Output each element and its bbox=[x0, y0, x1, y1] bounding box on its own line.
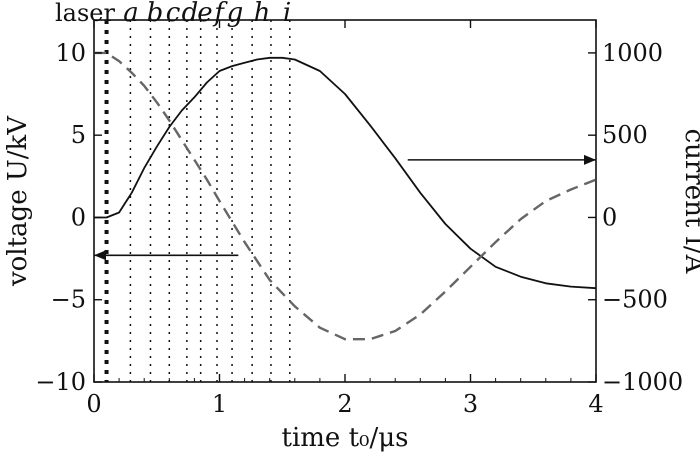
y-right-tick-label: 500 bbox=[602, 121, 648, 149]
data-series bbox=[94, 51, 597, 341]
marker-letter-e: e bbox=[197, 0, 212, 28]
axis-ticks: 0 1 2 3 4 −10 −5 0 5 10 −1000 −500 0 500 1000 bbox=[35, 20, 683, 418]
laser-label: laser bbox=[55, 0, 116, 27]
y-right-tick-label: −500 bbox=[602, 286, 668, 314]
x-axis-label: time t₀/μs bbox=[282, 423, 409, 452]
y-right-tick-label: 1000 bbox=[602, 39, 663, 67]
marker-letter-i: i bbox=[283, 0, 291, 28]
x-tick-label: 0 bbox=[86, 390, 101, 418]
arrow-head bbox=[94, 250, 106, 261]
y-axis-right-label: current I/A bbox=[679, 129, 700, 275]
y-left-tick-label: 5 bbox=[71, 121, 86, 149]
marker-letter-d: d bbox=[182, 0, 199, 28]
marker-letter-g: g bbox=[227, 0, 244, 28]
marker-letter-a: a bbox=[123, 0, 139, 28]
marker-letter-c: c bbox=[166, 0, 181, 28]
time-markers bbox=[104, 20, 291, 382]
axis-arrows bbox=[94, 154, 596, 261]
marker-letters: a b c de f g h i bbox=[123, 0, 291, 28]
current-series-line bbox=[94, 51, 597, 341]
y-left-tick-label: 0 bbox=[71, 203, 86, 231]
marker-letter-h: h bbox=[254, 0, 271, 28]
x-tick-label: 1 bbox=[212, 390, 227, 418]
y-left-tick-label: −10 bbox=[35, 368, 86, 396]
y-right-tick-label: −1000 bbox=[602, 368, 683, 396]
y-left-tick-label: −5 bbox=[51, 286, 86, 314]
voltage-series-line bbox=[94, 56, 597, 290]
marker-letter-b: b bbox=[147, 0, 164, 28]
arrow-head bbox=[584, 154, 596, 165]
x-tick-label: 3 bbox=[463, 390, 478, 418]
x-tick-label: 4 bbox=[588, 390, 603, 418]
y-left-tick-label: 10 bbox=[55, 39, 86, 67]
y-axis-left-label: voltage U/kV bbox=[3, 115, 33, 287]
x-tick-label: 2 bbox=[337, 390, 352, 418]
y-right-tick-label: 0 bbox=[602, 203, 617, 231]
plot-frame bbox=[93, 19, 597, 383]
